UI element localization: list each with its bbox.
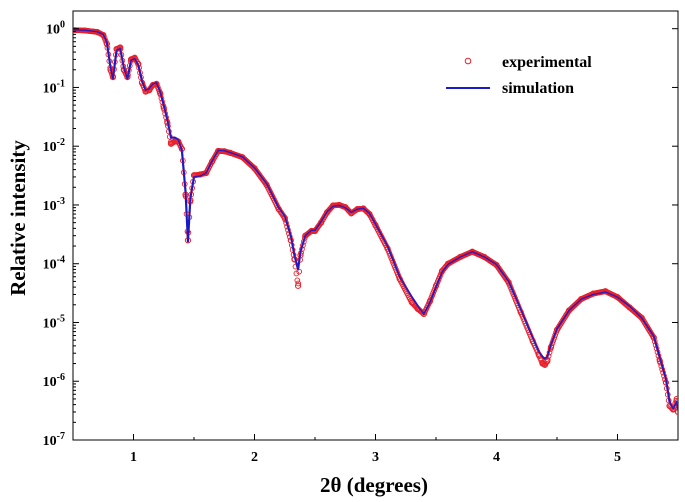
x-tick-label: 1 <box>130 450 137 465</box>
y-tick-label: 10-5 <box>43 313 65 331</box>
legend: experimental simulation <box>446 54 592 97</box>
series-layer <box>73 26 678 416</box>
x-axis-title: 2θ (degrees) <box>320 473 428 497</box>
data-point-experimental <box>366 210 372 217</box>
data-point-experimental <box>249 163 256 170</box>
data-point-experimental <box>317 220 324 227</box>
y-axis-title: Relative intensity <box>6 140 30 296</box>
data-point-experimental <box>116 44 123 51</box>
data-point-experimental <box>542 362 548 368</box>
axes-layer: 1 2 3 4 5 100 10-1 10-2 10-3 10-4 10-5 10-6 10-7 <box>43 10 679 465</box>
y-tick-label: 10-2 <box>43 137 65 155</box>
legend-label-experimental: experimental <box>502 54 592 71</box>
data-point-experimental <box>295 280 302 287</box>
data-point-experimental <box>294 282 302 289</box>
y-tick-label: 10-6 <box>43 372 65 390</box>
legend-marker-experimental <box>464 57 472 65</box>
data-point-experimental <box>296 268 303 275</box>
legend-label-simulation: simulation <box>502 80 574 97</box>
y-tick-label: 10-1 <box>43 78 65 96</box>
y-tick-label: 10-4 <box>43 255 65 273</box>
x-tick-label: 5 <box>614 450 621 465</box>
data-point-experimental <box>670 406 677 412</box>
y-tick-label: 100 <box>46 20 65 38</box>
y-tick-label: 10-7 <box>43 431 65 449</box>
x-tick-label: 3 <box>372 450 379 465</box>
data-point-experimental <box>293 270 300 277</box>
series-line-simulation-overlay <box>73 29 678 411</box>
data-point-experimental <box>262 180 269 187</box>
x-tick-label: 4 <box>493 450 500 465</box>
data-point-experimental <box>364 209 370 215</box>
y-tick-label: 10-3 <box>43 196 65 214</box>
x-tick-label: 2 <box>251 450 258 465</box>
data-point-experimental <box>294 277 301 284</box>
